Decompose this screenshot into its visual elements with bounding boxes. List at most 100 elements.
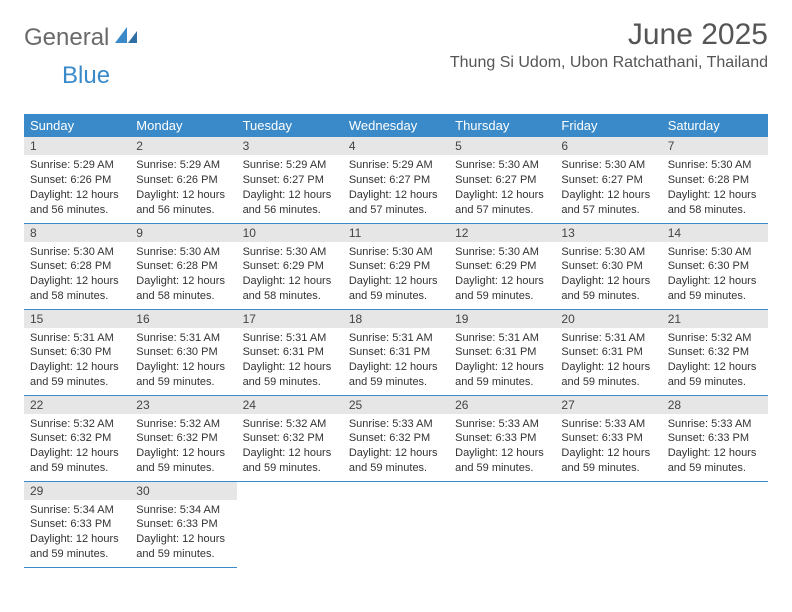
day-number: 7 <box>662 137 768 155</box>
day-number: 3 <box>237 137 343 155</box>
daylight-text: Daylight: 12 hours and 59 minutes. <box>561 446 655 476</box>
sunset-text: Sunset: 6:30 PM <box>30 345 124 360</box>
sunset-text: Sunset: 6:33 PM <box>561 431 655 446</box>
day-info: Sunrise: 5:29 AMSunset: 6:26 PMDaylight:… <box>24 155 130 221</box>
sunrise-text: Sunrise: 5:30 AM <box>561 245 655 260</box>
day-info: Sunrise: 5:31 AMSunset: 6:31 PMDaylight:… <box>555 328 661 394</box>
calendar-cell <box>449 481 555 567</box>
sunset-text: Sunset: 6:27 PM <box>455 173 549 188</box>
daylight-text: Daylight: 12 hours and 57 minutes. <box>561 188 655 218</box>
day-info: Sunrise: 5:32 AMSunset: 6:32 PMDaylight:… <box>662 328 768 394</box>
daylight-text: Daylight: 12 hours and 57 minutes. <box>349 188 443 218</box>
weekday-header: Sunday <box>24 114 130 137</box>
daylight-text: Daylight: 12 hours and 59 minutes. <box>136 446 230 476</box>
daylight-text: Daylight: 12 hours and 59 minutes. <box>243 360 337 390</box>
sunset-text: Sunset: 6:31 PM <box>455 345 549 360</box>
sunset-text: Sunset: 6:32 PM <box>30 431 124 446</box>
calendar-cell: 30Sunrise: 5:34 AMSunset: 6:33 PMDayligh… <box>130 481 236 567</box>
sunset-text: Sunset: 6:33 PM <box>455 431 549 446</box>
sunrise-text: Sunrise: 5:29 AM <box>30 158 124 173</box>
sunset-text: Sunset: 6:30 PM <box>136 345 230 360</box>
daylight-text: Daylight: 12 hours and 59 minutes. <box>349 446 443 476</box>
daylight-text: Daylight: 12 hours and 56 minutes. <box>136 188 230 218</box>
day-number: 24 <box>237 396 343 414</box>
daylight-text: Daylight: 12 hours and 59 minutes. <box>136 532 230 562</box>
sunset-text: Sunset: 6:27 PM <box>349 173 443 188</box>
day-info: Sunrise: 5:31 AMSunset: 6:30 PMDaylight:… <box>24 328 130 394</box>
day-number: 25 <box>343 396 449 414</box>
calendar-cell: 18Sunrise: 5:31 AMSunset: 6:31 PMDayligh… <box>343 309 449 395</box>
sunrise-text: Sunrise: 5:30 AM <box>455 245 549 260</box>
day-number: 18 <box>343 310 449 328</box>
day-info: Sunrise: 5:31 AMSunset: 6:30 PMDaylight:… <box>130 328 236 394</box>
sunrise-text: Sunrise: 5:31 AM <box>561 331 655 346</box>
sunrise-text: Sunrise: 5:33 AM <box>455 417 549 432</box>
weekday-header: Tuesday <box>237 114 343 137</box>
calendar-cell <box>237 481 343 567</box>
calendar-cell: 25 Sunrise: 5:33 AMSunset: 6:32 PMDayligh… <box>343 395 449 481</box>
calendar-cell: 15Sunrise: 5:31 AMSunset: 6:30 PMDayligh… <box>24 309 130 395</box>
calendar-cell: 19Sunrise: 5:31 AMSunset: 6:31 PMDayligh… <box>449 309 555 395</box>
sunrise-text: Sunrise: 5:33 AM <box>349 417 443 432</box>
day-number: 22 <box>24 396 130 414</box>
sunset-text: Sunset: 6:32 PM <box>349 431 443 446</box>
sunset-text: Sunset: 6:26 PM <box>136 173 230 188</box>
daylight-text: Daylight: 12 hours and 58 minutes. <box>668 188 762 218</box>
sunrise-text: Sunrise: 5:32 AM <box>243 417 337 432</box>
calendar-cell: 22Sunrise: 5:32 AMSunset: 6:32 PMDayligh… <box>24 395 130 481</box>
sunset-text: Sunset: 6:29 PM <box>455 259 549 274</box>
sunset-text: Sunset: 6:29 PM <box>349 259 443 274</box>
sunrise-text: Sunrise: 5:33 AM <box>668 417 762 432</box>
daylight-text: Daylight: 12 hours and 59 minutes. <box>349 274 443 304</box>
weekday-header-row: Sunday Monday Tuesday Wednesday Thursday… <box>24 114 768 137</box>
day-info: Sunrise: 5:33 AMSunset: 6:33 PMDaylight:… <box>449 414 555 480</box>
sunset-text: Sunset: 6:30 PM <box>668 259 762 274</box>
calendar-cell: 10Sunrise: 5:30 AMSunset: 6:29 PMDayligh… <box>237 223 343 309</box>
day-info: Sunrise: 5:32 AMSunset: 6:32 PMDaylight:… <box>24 414 130 480</box>
day-number: 19 <box>449 310 555 328</box>
daylight-text: Daylight: 12 hours and 57 minutes. <box>455 188 549 218</box>
day-number: 14 <box>662 224 768 242</box>
calendar-cell: 29Sunrise: 5:34 AMSunset: 6:33 PMDayligh… <box>24 481 130 567</box>
daylight-text: Daylight: 12 hours and 59 minutes. <box>30 532 124 562</box>
sunrise-text: Sunrise: 5:29 AM <box>243 158 337 173</box>
calendar-body: 1Sunrise: 5:29 AMSunset: 6:26 PMDaylight… <box>24 137 768 567</box>
sunrise-text: Sunrise: 5:31 AM <box>136 331 230 346</box>
weekday-header: Thursday <box>449 114 555 137</box>
sunrise-text: Sunrise: 5:31 AM <box>349 331 443 346</box>
daylight-text: Daylight: 12 hours and 58 minutes. <box>30 274 124 304</box>
sunrise-text: Sunrise: 5:30 AM <box>455 158 549 173</box>
day-number: 17 <box>237 310 343 328</box>
daylight-text: Daylight: 12 hours and 56 minutes. <box>30 188 124 218</box>
sunrise-text: Sunrise: 5:30 AM <box>243 245 337 260</box>
day-info: Sunrise: 5:30 AMSunset: 6:29 PMDaylight:… <box>237 242 343 308</box>
sunrise-text: Sunrise: 5:29 AM <box>136 158 230 173</box>
sunset-text: Sunset: 6:33 PM <box>136 517 230 532</box>
sunrise-text: Sunrise: 5:31 AM <box>243 331 337 346</box>
day-number: 27 <box>555 396 661 414</box>
day-info: Sunrise: 5:29 AMSunset: 6:27 PMDaylight:… <box>343 155 449 221</box>
calendar-cell: 9Sunrise: 5:30 AMSunset: 6:28 PMDaylight… <box>130 223 236 309</box>
logo-sail-icon <box>113 24 141 52</box>
day-number: 1 <box>24 137 130 155</box>
logo-text-general: General <box>24 24 109 52</box>
daylight-text: Daylight: 12 hours and 59 minutes. <box>668 274 762 304</box>
calendar-cell: 8Sunrise: 5:30 AMSunset: 6:28 PMDaylight… <box>24 223 130 309</box>
day-number: 6 <box>555 137 661 155</box>
calendar-row: 29Sunrise: 5:34 AMSunset: 6:33 PMDayligh… <box>24 481 768 567</box>
daylight-text: Daylight: 12 hours and 59 minutes. <box>349 360 443 390</box>
day-info: Sunrise: 5:33 AMSunset: 6:33 PMDaylight:… <box>662 414 768 480</box>
daylight-text: Daylight: 12 hours and 59 minutes. <box>455 274 549 304</box>
day-number: 21 <box>662 310 768 328</box>
sunrise-text: Sunrise: 5:30 AM <box>668 245 762 260</box>
daylight-text: Daylight: 12 hours and 59 minutes. <box>455 446 549 476</box>
day-info: Sunrise: 5:30 AMSunset: 6:29 PMDaylight:… <box>449 242 555 308</box>
calendar-cell: 21Sunrise: 5:32 AMSunset: 6:32 PMDayligh… <box>662 309 768 395</box>
calendar-cell: 11Sunrise: 5:30 AMSunset: 6:29 PMDayligh… <box>343 223 449 309</box>
calendar-cell <box>555 481 661 567</box>
calendar-cell: 6Sunrise: 5:30 AMSunset: 6:27 PMDaylight… <box>555 137 661 223</box>
sunset-text: Sunset: 6:30 PM <box>561 259 655 274</box>
sunset-text: Sunset: 6:26 PM <box>30 173 124 188</box>
day-info: Sunrise: 5:30 AMSunset: 6:28 PMDaylight:… <box>24 242 130 308</box>
sunrise-text: Sunrise: 5:31 AM <box>30 331 124 346</box>
